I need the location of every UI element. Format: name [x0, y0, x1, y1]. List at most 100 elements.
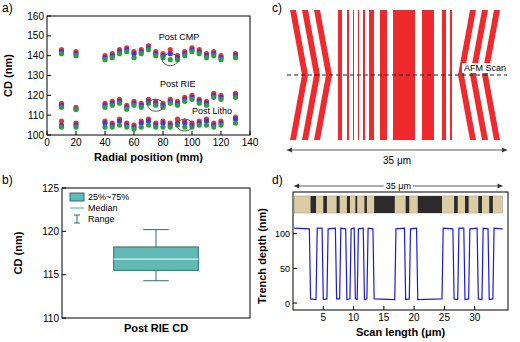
- chevron-line: [290, 10, 308, 140]
- x-tick-label: 80: [157, 137, 169, 148]
- x-tick: [474, 306, 475, 310]
- x-tick: [105, 131, 106, 135]
- median: [114, 258, 199, 259]
- afm-image: [294, 196, 502, 213]
- point: [182, 124, 187, 129]
- afm-trench: [337, 196, 340, 213]
- annotation: Post RIE: [160, 79, 196, 89]
- x-tick: [163, 131, 164, 135]
- legend: 25%~75%MedianRange: [70, 192, 129, 224]
- y-tick: [62, 318, 66, 319]
- y-tick: [62, 188, 66, 189]
- point: [124, 107, 129, 112]
- point: [59, 124, 64, 129]
- point: [131, 55, 136, 60]
- boxes: [114, 230, 199, 281]
- y-tick-label: 140: [27, 50, 44, 61]
- x-axis-label: Scan length (μm): [356, 326, 446, 338]
- y-tick-label: 115: [43, 269, 59, 280]
- legend-label: Median: [88, 203, 118, 213]
- y-tick-label: 110: [28, 110, 44, 121]
- y-tick-label: 150: [27, 30, 44, 41]
- point: [139, 105, 144, 110]
- y-tick: [47, 35, 51, 36]
- point: [218, 97, 223, 102]
- point: [233, 95, 238, 100]
- annotation: Post CMP: [159, 32, 200, 42]
- x-tick-label: 10: [348, 312, 360, 323]
- dimension-line: [287, 150, 507, 151]
- annotation-ellipse: [177, 119, 193, 131]
- point: [168, 124, 173, 129]
- y-axis-label: Trench depth (nm): [256, 208, 268, 304]
- x-tick-label: 5: [321, 312, 327, 323]
- y-tick: [47, 95, 51, 96]
- width-label: 35 μm: [383, 155, 411, 166]
- legend-swatch: [74, 215, 80, 216]
- y-tick-label: 125: [42, 183, 59, 194]
- point: [146, 122, 151, 127]
- afm-trench: [478, 196, 482, 213]
- afm-trench: [374, 196, 395, 213]
- x-tick-label: 140: [242, 137, 259, 148]
- y-tick-label: 110: [43, 313, 59, 324]
- point: [117, 122, 122, 127]
- whisker-cap: [143, 280, 168, 281]
- y-tick: [293, 303, 297, 304]
- annotation-ellipse: [162, 54, 178, 66]
- x-tick-label: 30: [469, 312, 481, 323]
- x-tick-label: 20: [409, 312, 421, 323]
- x-tick: [250, 131, 251, 135]
- layout-diagram: AFM Scan 35 μm: [287, 10, 508, 166]
- arrow-head: [498, 184, 503, 189]
- point: [204, 55, 209, 60]
- panel-label: a): [2, 1, 13, 15]
- scatter-chart: 020406080100120140100110120130140150160C…: [2, 11, 259, 164]
- point: [153, 103, 158, 108]
- legend-swatch: [77, 215, 78, 223]
- label-background: [384, 181, 413, 191]
- line-feature: [393, 10, 415, 140]
- point: [160, 124, 165, 129]
- point: [102, 57, 107, 62]
- point: [73, 107, 78, 112]
- y-tick-label: 120: [27, 90, 44, 101]
- x-tick: [414, 306, 415, 310]
- legend-label: Range: [88, 214, 115, 224]
- y-tick-label: 50: [280, 264, 290, 274]
- x-tick: [221, 131, 222, 135]
- point: [110, 124, 115, 129]
- y-axis-label: CD (nm): [12, 231, 24, 274]
- scan-label: AFM Scan: [464, 63, 506, 73]
- afm-trench: [406, 196, 410, 213]
- point: [218, 122, 223, 127]
- afm-trench: [454, 196, 458, 213]
- point: [233, 55, 238, 60]
- arrow-head: [502, 148, 507, 153]
- x-tick: [323, 306, 324, 310]
- line: [294, 228, 502, 300]
- x-axis-label: Radial position (mm): [94, 151, 203, 163]
- point: [131, 103, 136, 108]
- y-tick: [293, 233, 297, 234]
- x-tick-label: 60: [128, 137, 140, 148]
- x-tick-label: 120: [213, 137, 230, 148]
- afm-trench: [323, 196, 327, 213]
- afm-trench: [311, 196, 316, 213]
- afm-trench: [347, 196, 350, 213]
- scan-line: [287, 75, 507, 76]
- point: [59, 105, 64, 110]
- profile: [294, 228, 502, 300]
- y-tick-label: 160: [27, 11, 44, 22]
- afm-trench: [355, 196, 357, 213]
- box: [114, 247, 199, 270]
- annotation-ellipse: [148, 99, 164, 111]
- point: [110, 55, 115, 60]
- point: [189, 97, 194, 102]
- y-tick: [47, 55, 51, 56]
- point: [197, 101, 202, 106]
- plot-frame: [62, 188, 250, 318]
- point: [139, 51, 144, 56]
- point: [110, 103, 115, 108]
- legend-swatch: [70, 193, 84, 201]
